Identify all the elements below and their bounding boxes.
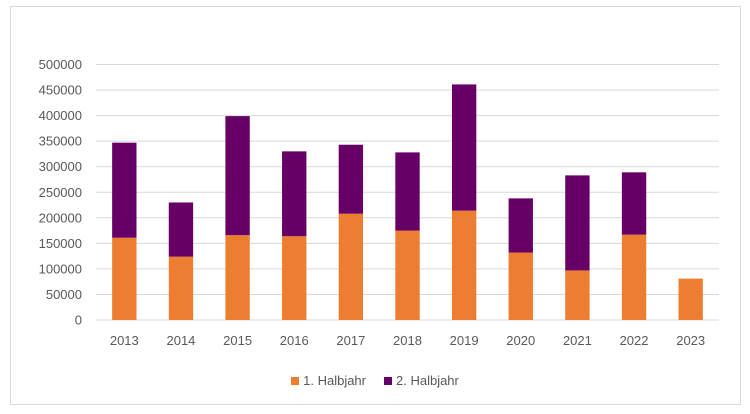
x-tick-label: 2020	[506, 333, 535, 348]
x-tick-label: 2022	[620, 333, 649, 348]
y-tick-label: 0	[75, 313, 82, 328]
y-tick-label: 200000	[39, 210, 82, 225]
y-tick-label: 250000	[39, 185, 82, 200]
bar-2013-series-2	[112, 142, 137, 238]
y-tick-label: 400000	[39, 108, 82, 123]
legend-label-2-halbjahr: 2. Halbjahr	[396, 373, 459, 388]
legend: 1. Halbjahr 2. Halbjahr	[0, 373, 750, 388]
gridlines	[96, 64, 719, 321]
x-tick-label: 2018	[393, 333, 422, 348]
bar-2014-series-1	[168, 256, 194, 320]
x-tick-label: 2016	[280, 333, 309, 348]
bars	[112, 84, 703, 320]
x-tick-label: 2019	[450, 333, 479, 348]
bar-2015-series-2	[225, 116, 250, 236]
legend-item-1-halbjahr: 1. Halbjahr	[291, 373, 366, 388]
bar-2018-series-1	[395, 230, 420, 320]
bar-2013-series-1	[112, 237, 137, 320]
y-tick-label: 350000	[39, 134, 82, 149]
bar-2020-series-2	[508, 198, 533, 253]
y-tick-label: 50000	[46, 287, 82, 302]
y-tick-label: 450000	[39, 83, 82, 98]
bar-2017-series-2	[338, 144, 364, 214]
y-axis-ticks: 0 50000 100000 150000 200000 250000 300000 3500…	[39, 57, 82, 328]
y-tick-label: 500000	[39, 57, 82, 72]
bar-2022-series-1	[621, 234, 647, 320]
bar-2022-series-2	[621, 172, 647, 235]
x-tick-label: 2014	[166, 333, 195, 348]
x-tick-label: 2017	[336, 333, 365, 348]
bar-2023-series-1	[678, 278, 703, 320]
x-tick-label: 2015	[223, 333, 252, 348]
bar-2019-series-1	[451, 210, 477, 320]
bar-2021-series-2	[565, 175, 590, 271]
bar-2021-series-1	[565, 270, 590, 320]
bar-2019-series-2	[451, 84, 477, 211]
legend-swatch-2-halbjahr	[384, 376, 392, 385]
legend-swatch-1-halbjahr	[291, 376, 300, 385]
bar-2020-series-1	[508, 252, 533, 320]
legend-item-2-halbjahr: 2. Halbjahr	[384, 373, 459, 388]
x-tick-label: 2023	[676, 333, 705, 348]
bar-2016-series-1	[282, 236, 307, 320]
x-tick-label: 2013	[110, 333, 139, 348]
bar-2014-series-2	[168, 202, 194, 257]
y-tick-label: 300000	[39, 159, 82, 174]
bar-2016-series-2	[282, 151, 307, 237]
y-tick-label: 150000	[39, 236, 82, 251]
bar-2017-series-1	[338, 213, 364, 320]
x-tick-label: 2021	[563, 333, 592, 348]
y-tick-label: 100000	[39, 261, 82, 276]
x-axis-ticks: 2013 2014 2015 2016 2017 2018 2019 2020 2021 2022…	[110, 333, 705, 348]
legend-label-1-halbjahr: 1. Halbjahr	[303, 373, 366, 388]
bar-2018-series-2	[395, 152, 420, 231]
bar-2015-series-1	[225, 235, 250, 320]
